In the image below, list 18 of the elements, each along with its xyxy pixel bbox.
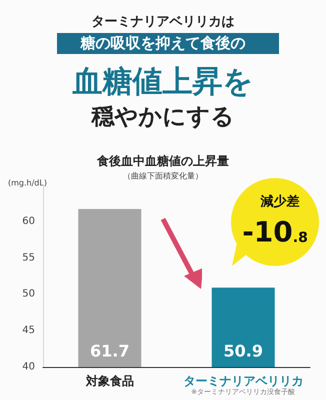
x-tick-label: 対象食品 bbox=[84, 374, 134, 388]
annotation: -10.8 bbox=[242, 216, 308, 248]
y-tick-label: 55 bbox=[22, 252, 35, 264]
text: 穏やかにする bbox=[90, 104, 234, 130]
y-tick-label: 50 bbox=[22, 288, 35, 300]
chart-title: 食後血中血糖値の上昇量 bbox=[96, 154, 229, 168]
annotation: 減少差 bbox=[260, 194, 300, 210]
data-label: 50.9 bbox=[224, 342, 263, 360]
y-tick-label: 60 bbox=[22, 216, 35, 227]
y-axis-title: (mg.h/dL) bbox=[8, 178, 47, 188]
y-tick-label: 40 bbox=[22, 362, 35, 372]
data-label: 61.7 bbox=[90, 342, 130, 360]
chart-subtitle: （曲線下面積変化量） bbox=[123, 172, 203, 180]
text: ターミナリアベリリカは bbox=[92, 14, 234, 30]
y-tick-label: 45 bbox=[22, 325, 35, 336]
text: 血糖値上昇を bbox=[72, 64, 254, 100]
text: 糖の吸収を抑えて食後の bbox=[80, 34, 246, 52]
x-tick-label: ターミナリアベリリカ bbox=[183, 374, 304, 388]
